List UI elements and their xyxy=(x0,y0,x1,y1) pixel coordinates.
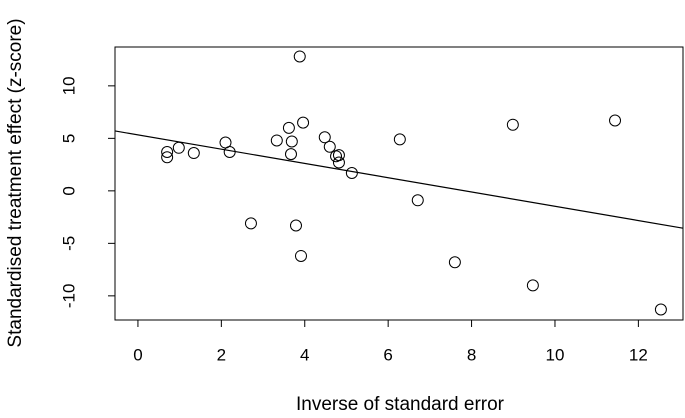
plot-frame xyxy=(114,46,684,321)
point xyxy=(448,256,461,269)
point xyxy=(609,114,622,127)
y-tick-label: -5 xyxy=(59,236,78,251)
x-tick-label: 8 xyxy=(467,345,476,364)
point xyxy=(282,121,295,134)
x-tick-label: 12 xyxy=(629,345,648,364)
point xyxy=(284,148,297,161)
x-tick-label: 2 xyxy=(217,345,226,364)
point xyxy=(297,116,310,129)
point xyxy=(294,249,307,262)
point xyxy=(285,135,298,148)
point xyxy=(526,279,539,292)
point xyxy=(345,167,358,179)
point xyxy=(187,147,200,160)
point xyxy=(172,141,185,154)
x-tick-label: 0 xyxy=(133,345,142,364)
y-tick-label: -10 xyxy=(59,284,78,309)
y-tick-label: 10 xyxy=(59,76,78,95)
point xyxy=(161,146,174,158)
point xyxy=(161,151,174,164)
y-tick-label: 5 xyxy=(59,134,78,143)
point xyxy=(270,134,283,147)
x-axis-label: Inverse of standard error xyxy=(296,394,505,415)
x-tick-label: 10 xyxy=(546,345,565,364)
point xyxy=(654,303,667,316)
point xyxy=(411,194,424,207)
x-tick-label: 4 xyxy=(300,345,309,364)
point xyxy=(323,140,336,153)
x-tick-label: 6 xyxy=(383,345,392,364)
point xyxy=(332,156,345,169)
regression-line xyxy=(114,130,684,229)
y-axis-label: Standardised treatment effect (z-score) xyxy=(5,18,26,347)
y-tick-label: 0 xyxy=(59,186,78,195)
point xyxy=(289,219,302,232)
point xyxy=(293,50,306,63)
point xyxy=(393,133,406,146)
point xyxy=(506,118,519,131)
point xyxy=(223,146,236,158)
point xyxy=(332,149,345,162)
point xyxy=(318,131,331,144)
point xyxy=(244,217,257,230)
